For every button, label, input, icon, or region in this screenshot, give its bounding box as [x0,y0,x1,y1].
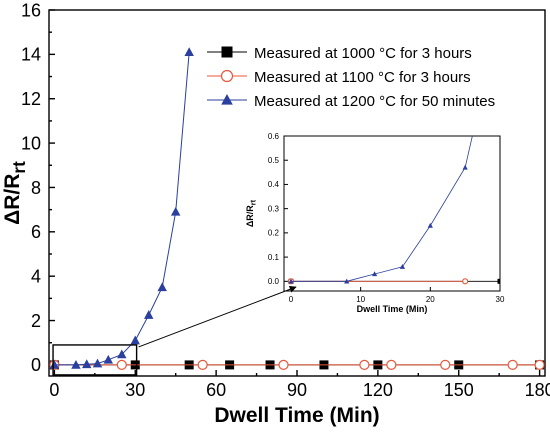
main-series-1-point [507,359,518,371]
zoom-region-box [52,344,138,376]
inset-plot-frame [283,135,501,292]
legend-marker-0 [221,46,233,58]
main-series-1-point [197,359,208,371]
legend-label-2: Measured at 1200 °C for 50 minutes [254,93,495,110]
inset-y-axis-title: ΔR/Rrt [245,199,258,227]
main-series-2-point [157,282,167,292]
main-x-axis-title: Dwell Time (Min) [214,404,379,427]
legend-marker-1 [220,69,234,83]
inset-x-tick-label: 10 [356,295,365,304]
main-series-2-point [82,359,92,369]
main-series-1-point [116,359,127,371]
main-y-tick-label: 0 [31,355,41,375]
main-y-tick-label: 14 [21,45,41,65]
main-series-2-point [71,359,81,369]
main-series-line-2 [54,52,190,366]
main-series-1-point [386,359,397,371]
legend-label-0: Measured at 1000 °C for 3 hours [254,45,472,62]
main-series-2-point [144,310,154,319]
inset-chart: 0 10 20 30 0.0 0.1 0.2 0.3 0.4 0.5 0.6 Dwell Time (… [245,12,505,314]
inset-series-2-point [462,164,468,170]
main-chart: 0 30 60 90 120 150 180 0 2 4 6 8 10 12 14 16 Dwell Time … [1,0,550,427]
inset-y-axis-title-main: ΔR/R [245,205,255,227]
main-x-tick-label: 30 [125,380,145,400]
main-y-tick-label: 8 [31,178,41,198]
inset-y-tick-label: 0.4 [268,180,280,189]
main-series-2-point [130,335,140,345]
main-series-2-point [92,358,103,368]
zoom-indicator [52,285,297,376]
main-x-tick-label: 120 [363,380,393,400]
legend-label-1: Measured at 1100 °C for 3 hours [254,69,471,86]
inset-y-tick-label: 0.1 [268,253,280,262]
inset-series-0-point [497,278,500,284]
inset-y-axis-title-sub: rt [249,199,258,205]
legend-marker-2 [221,93,233,105]
main-y-tick-label: 10 [21,133,41,153]
inset-series-2-point [497,12,502,17]
inset-x-tick-label: 20 [426,295,435,304]
main-series-2-point [170,206,181,216]
main-y-tick-label: 12 [21,89,41,109]
inset-series-2-point [288,278,294,284]
main-series-2-point [103,354,114,364]
main-x-tick-label: 90 [287,380,307,400]
inset-x-tick-label: 30 [496,295,505,304]
inset-x-tick-label: 0 [289,295,294,304]
main-y-axis-title-sub: rt [9,161,29,174]
main-series-group [49,47,545,371]
main-series-1-point [278,359,289,371]
inset-series-1-point [462,278,469,285]
main-x-tick-label: 0 [49,380,59,400]
main-series-1-point [440,359,451,371]
inset-y-tick-label: 0.3 [268,204,280,213]
main-y-tick-label: 2 [31,311,41,331]
inset-series-2-point [399,264,406,269]
inset-series-group [287,12,502,285]
inset-series-2-point [427,222,433,228]
main-y-axis-title: ΔR/Rrt [1,161,29,225]
main-series-2-point [49,359,60,369]
main-x-tick-label: 180 [525,380,550,400]
main-y-tick-label: 6 [31,222,41,242]
inset-y-tick-label: 0.2 [268,229,280,238]
main-plot-frame [48,9,546,377]
inset-y-tick-label: 0.6 [268,132,280,141]
main-y-axis-title-main: ΔR/R [1,174,24,225]
inset-y-tick-label: 0.5 [268,156,280,165]
zoom-arrow [138,285,297,348]
main-y-tick-label: 4 [31,266,41,286]
main-series-2-point [117,349,127,359]
inset-y-tick-label: 0.0 [268,277,280,286]
main-series-2-point [184,47,194,56]
main-series-1-point [359,359,370,371]
inset-series-2-point [344,278,350,284]
inset-series-2-point [371,271,378,277]
main-y-tick-label: 16 [21,0,41,20]
main-x-tick-label: 150 [444,380,474,400]
main-series-1-point [534,359,545,371]
main-x-tick-label: 60 [206,380,226,400]
inset-x-axis-title: Dwell Time (Min) [357,304,428,314]
legend: Measured at 1000 °C for 3 hours Measured … [207,45,495,110]
